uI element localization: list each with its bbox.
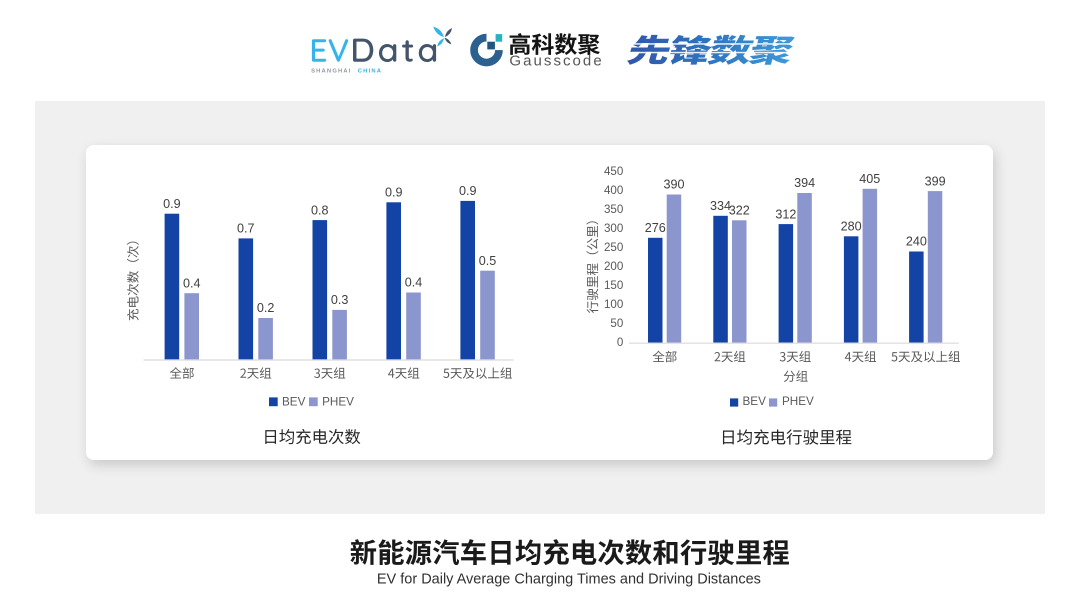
- svg-text:200: 200: [604, 260, 623, 273]
- svg-text:0.7: 0.7: [237, 222, 255, 236]
- svg-text:250: 250: [604, 241, 623, 254]
- svg-text:0.8: 0.8: [311, 203, 329, 217]
- svg-text:100: 100: [604, 298, 623, 311]
- svg-text:394: 394: [794, 176, 815, 190]
- svg-text:0: 0: [617, 336, 623, 349]
- svg-text:50: 50: [610, 317, 623, 330]
- svg-text:0.9: 0.9: [163, 197, 181, 211]
- svg-text:0.4: 0.4: [183, 276, 201, 290]
- svg-text:300: 300: [604, 222, 623, 235]
- svg-text:150: 150: [604, 279, 623, 292]
- svg-text:280: 280: [841, 220, 862, 234]
- svg-text:EV for Daily Average Charging: EV for Daily Average Charging Times and …: [377, 571, 761, 588]
- svg-text:0.4: 0.4: [405, 276, 423, 290]
- svg-text:0.2: 0.2: [257, 301, 275, 315]
- svg-text:240: 240: [906, 235, 927, 249]
- svg-text:0.5: 0.5: [479, 254, 497, 268]
- svg-text:0.3: 0.3: [331, 293, 349, 307]
- svg-text:350: 350: [604, 203, 623, 216]
- svg-text:450: 450: [604, 165, 623, 178]
- svg-text:CHINA: CHINA: [358, 69, 382, 75]
- svg-text:PHEV: PHEV: [322, 396, 354, 409]
- svg-text:BEV: BEV: [743, 395, 767, 408]
- svg-text:BEV: BEV: [282, 396, 306, 409]
- svg-text:400: 400: [604, 184, 623, 197]
- svg-text:Gausscode: Gausscode: [509, 53, 603, 70]
- svg-text:SHANGHAI: SHANGHAI: [311, 69, 352, 75]
- svg-text:390: 390: [663, 178, 684, 192]
- svg-text:0.9: 0.9: [385, 186, 403, 200]
- svg-text:399: 399: [925, 174, 946, 188]
- svg-text:405: 405: [859, 172, 880, 186]
- svg-text:0.9: 0.9: [459, 184, 477, 198]
- svg-text:322: 322: [729, 204, 750, 218]
- svg-text:276: 276: [645, 221, 666, 235]
- svg-text:312: 312: [775, 207, 796, 221]
- svg-text:PHEV: PHEV: [782, 395, 814, 408]
- svg-text:334: 334: [710, 199, 731, 213]
